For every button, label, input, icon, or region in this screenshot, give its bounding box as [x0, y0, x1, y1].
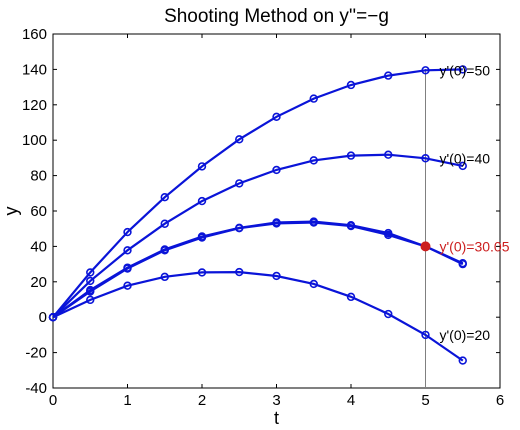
y-tick-label: 0: [39, 309, 47, 326]
data-point: [346, 151, 356, 160]
data-point: [86, 295, 95, 305]
data-point: [384, 230, 393, 240]
x-tick-label: 4: [347, 392, 355, 409]
data-point: [272, 112, 281, 122]
data-point: [309, 279, 318, 289]
data-point: [309, 156, 318, 165]
data-point: [309, 94, 318, 103]
data-point: [458, 65, 467, 74]
data-point: [86, 287, 95, 296]
series-line-0: [52, 68, 463, 318]
data-point: [86, 268, 95, 277]
y-tick-label: 160: [22, 26, 47, 43]
y-tick-label: 40: [30, 238, 47, 255]
x-tick-label: 1: [123, 392, 131, 409]
data-point: [421, 66, 430, 75]
data-point: [309, 218, 318, 227]
data-point: [384, 71, 393, 80]
x-axis-label: t: [274, 408, 279, 428]
y-tick-label: 20: [30, 274, 47, 291]
data-point: [346, 80, 356, 90]
data-point: [421, 154, 430, 163]
x-tick-label: 2: [198, 392, 206, 409]
data-point: [160, 272, 169, 282]
data-point: [197, 196, 207, 206]
data-point: [235, 135, 244, 144]
solution-label: y'(0)=30.05: [440, 238, 510, 254]
data-point: [235, 267, 244, 277]
data-point: [346, 292, 356, 302]
data-point: [197, 233, 207, 242]
data-point: [272, 165, 281, 175]
data-point: [272, 219, 281, 228]
y-tick-label: 60: [30, 203, 47, 220]
data-point: [160, 246, 169, 255]
data-point: [197, 162, 207, 171]
series-line-2: [52, 220, 464, 319]
data-point: [160, 192, 169, 202]
y-axis-label: y: [1, 207, 21, 216]
data-point: [123, 227, 132, 237]
data-point: [123, 246, 132, 255]
x-tick-label: 0: [49, 392, 57, 409]
y-tick-label: 120: [22, 97, 47, 114]
data-point: [197, 268, 207, 277]
y-tick-label: 140: [22, 61, 47, 78]
data-point: [86, 276, 95, 286]
data-point: [48, 313, 58, 322]
plot-frame: [52, 33, 501, 389]
y-tick-label: 100: [22, 132, 47, 149]
chart-title: Shooting Method on y''=−g: [164, 6, 389, 27]
x-tick-label: 6: [496, 392, 504, 409]
data-point: [458, 161, 467, 171]
data-point: [384, 150, 393, 159]
y-tick-label: -40: [25, 380, 47, 397]
series-line-3: [52, 221, 464, 319]
solution-point: [420, 241, 431, 252]
data-point: [123, 281, 132, 290]
data-point: [421, 330, 430, 340]
data-point: [384, 309, 393, 319]
series-label: y'(0)=50: [440, 62, 491, 78]
series-line-1: [52, 153, 464, 318]
y-tick-label: -20: [25, 345, 47, 362]
x-tick-label: 5: [421, 392, 429, 409]
series-label: y'(0)=40: [440, 150, 491, 166]
data-point: [458, 356, 467, 365]
y-tick-label: 80: [30, 168, 47, 185]
x-tick-label: 3: [272, 392, 280, 409]
data-point: [458, 259, 467, 269]
data-point: [160, 219, 169, 228]
data-point: [346, 221, 356, 231]
data-point: [235, 179, 244, 188]
series-line-4: [52, 270, 464, 362]
data-point: [235, 223, 244, 233]
series-label: y'(0)=20: [440, 327, 491, 343]
data-point: [123, 264, 132, 273]
data-point: [272, 271, 281, 281]
